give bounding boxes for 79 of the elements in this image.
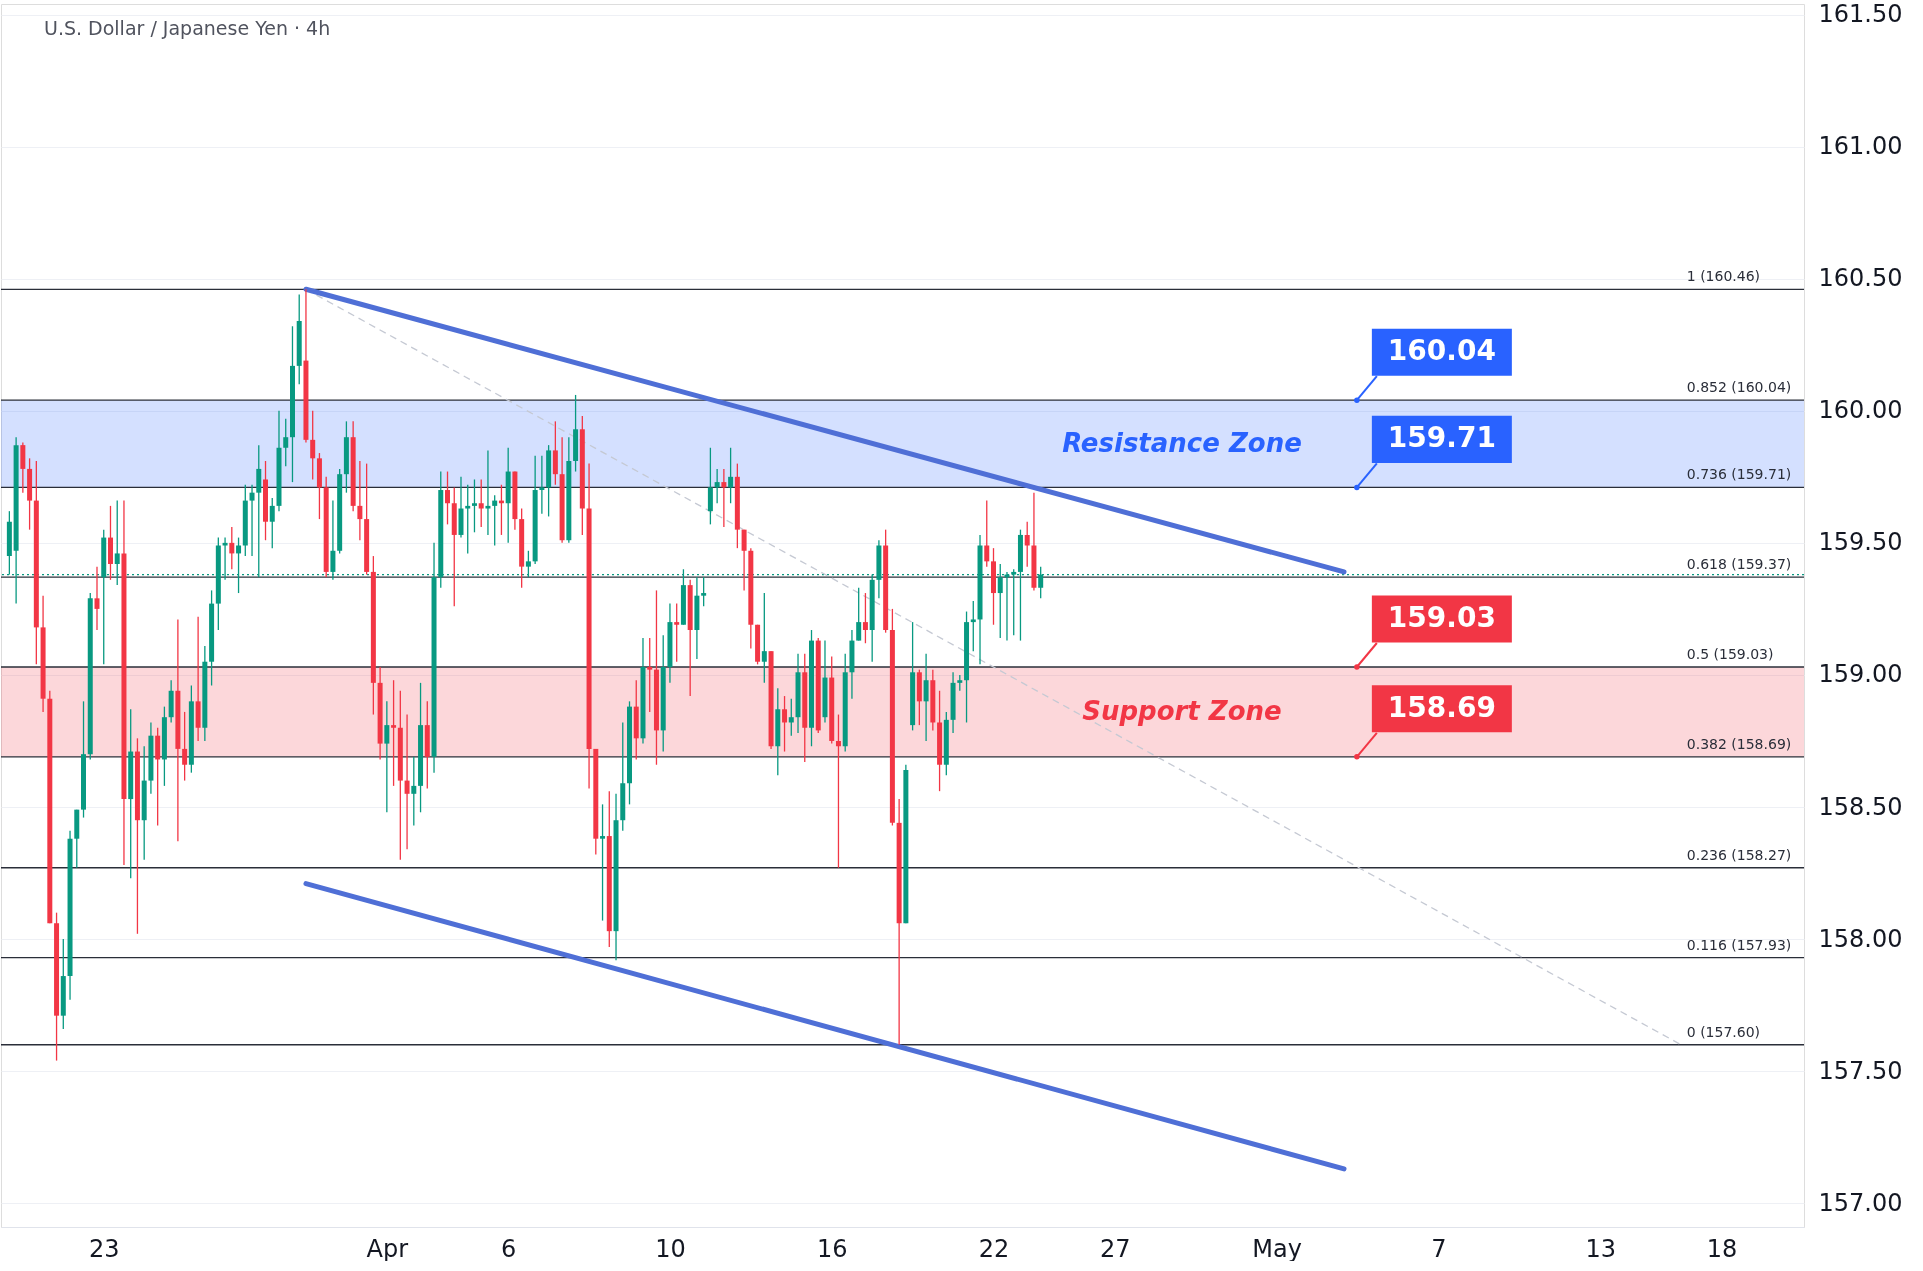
y-tick-label: 160.00 — [1818, 396, 1903, 425]
annotation: 160.04 — [1387, 334, 1496, 368]
candlestick — [404, 713, 410, 850]
y-tick-label: 161.50 — [1818, 0, 1903, 29]
x-tick-label: 22 — [978, 1234, 1010, 1263]
candlestick — [782, 695, 788, 753]
ref-line-label: 0.116 (157.93) — [1686, 936, 1792, 953]
text: U.S. Dollar / Japanese Yen · 4h — [44, 17, 331, 39]
candlestick — [20, 441, 26, 494]
candlestick — [862, 592, 868, 644]
candlestick — [411, 756, 417, 827]
candlestick — [835, 713, 841, 869]
ref-line-label: 0.382 (158.69) — [1686, 735, 1792, 752]
candlestick — [674, 602, 680, 663]
x-tick-label: 23 — [88, 1234, 120, 1263]
candlestick — [552, 420, 558, 486]
candlestick — [471, 478, 477, 533]
x-tick-label: 16 — [816, 1234, 848, 1263]
candlestick — [269, 497, 275, 549]
ref-line-label: 0 (157.60) — [1686, 1023, 1761, 1040]
x-tick-label: 6 — [501, 1234, 517, 1263]
x-tick-label: 10 — [655, 1234, 686, 1263]
candlestick — [384, 700, 390, 813]
candlestick — [970, 600, 976, 652]
annotation: 158.69 — [1387, 690, 1496, 724]
candlestick — [94, 565, 100, 631]
candlestick — [600, 803, 606, 922]
candlestick — [984, 499, 990, 568]
candlestick — [856, 587, 862, 642]
candlestick — [761, 592, 767, 684]
candlestick — [283, 418, 289, 467]
candlestick — [788, 698, 794, 737]
y-tick-label: 158.00 — [1818, 924, 1903, 953]
annotation: 159.71 — [1387, 421, 1496, 455]
candlestick — [249, 484, 255, 557]
x-tick-label: Apr — [366, 1234, 409, 1263]
candlestick — [445, 470, 451, 526]
candlestick — [539, 455, 545, 515]
annotation: 159.03 — [1387, 601, 1496, 635]
band-label: Support Zone — [1082, 695, 1282, 726]
candlestick — [707, 447, 713, 526]
ref-line-label: 0.5 (159.03) — [1686, 646, 1774, 663]
x-tick-label: 18 — [1706, 1234, 1738, 1263]
candlestick — [485, 449, 491, 536]
ref-line-label: 1 (160.46) — [1686, 268, 1761, 285]
candlestick — [647, 637, 653, 713]
candlestick — [1024, 521, 1030, 568]
x-tick-label: 7 — [1431, 1234, 1447, 1263]
candlestick — [701, 576, 707, 607]
y-tick-label: 159.50 — [1818, 528, 1903, 557]
candlestick — [155, 727, 161, 827]
y-tick-label: 157.50 — [1818, 1056, 1903, 1085]
candlestick — [391, 679, 397, 787]
ref-line-label: 0.736 (159.71) — [1686, 466, 1792, 483]
ref-line-label: 0.852 (160.04) — [1686, 379, 1792, 396]
candlestick — [728, 447, 734, 504]
candlestick — [741, 529, 747, 592]
candlestick — [478, 478, 484, 528]
candlestick — [330, 499, 336, 581]
y-tick-label: 159.00 — [1818, 660, 1903, 689]
y-tick-label: 160.50 — [1818, 264, 1903, 293]
x-tick-label: 27 — [1100, 1234, 1131, 1263]
candlestick — [714, 468, 720, 504]
x-tick-label: May — [1252, 1234, 1302, 1263]
candlestick — [310, 410, 316, 481]
y-tick-label: 157.00 — [1818, 1188, 1903, 1217]
band-label: Resistance Zone — [1062, 427, 1302, 458]
candlestick — [721, 468, 727, 528]
candlestick — [923, 653, 929, 742]
candlestick — [182, 711, 188, 782]
candlestick — [465, 484, 471, 555]
candlestick — [492, 494, 498, 547]
y-tick-label: 158.50 — [1818, 792, 1903, 821]
candlestick — [357, 460, 363, 541]
y-tick-label: 161.00 — [1818, 132, 1903, 161]
ref-line-label: 0.236 (158.27) — [1686, 846, 1792, 863]
x-tick-label: 13 — [1585, 1234, 1616, 1263]
candlestick — [229, 526, 235, 570]
ref-line-label: 0.618 (159.37) — [1686, 556, 1792, 573]
